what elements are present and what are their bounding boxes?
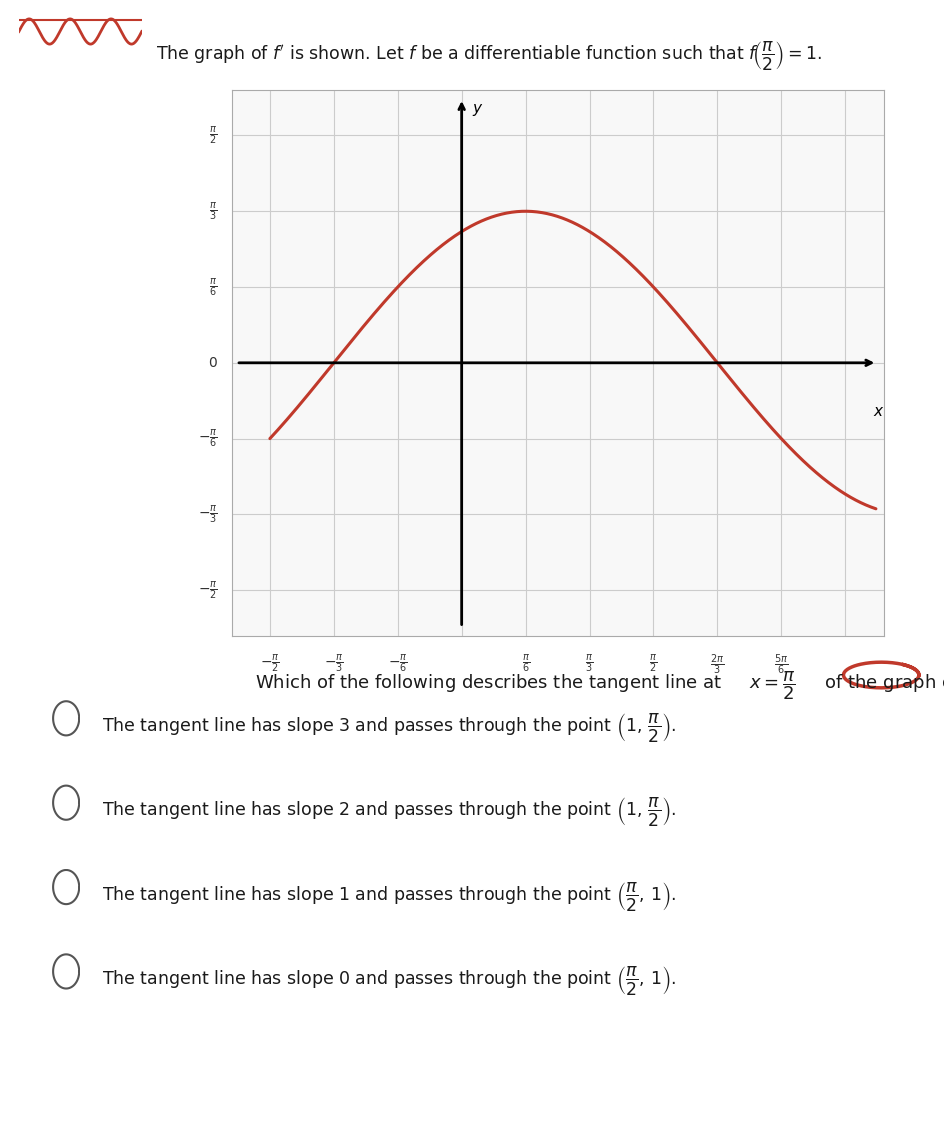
Text: $\frac{2\pi}{3}$: $\frac{2\pi}{3}$ (710, 652, 724, 677)
Text: $\frac{5\pi}{6}$: $\frac{5\pi}{6}$ (773, 652, 787, 677)
Text: $\frac{\pi}{3}$: $\frac{\pi}{3}$ (584, 652, 593, 674)
Text: $\frac{\pi}{6}$: $\frac{\pi}{6}$ (209, 276, 217, 298)
Text: $\frac{\pi}{3}$: $\frac{\pi}{3}$ (209, 200, 217, 222)
Text: $\frac{\pi}{2}$: $\frac{\pi}{2}$ (209, 125, 217, 146)
Text: $-\frac{\pi}{3}$: $-\frac{\pi}{3}$ (197, 504, 217, 525)
Text: The graph of $f'$ is shown. Let $f$ be a differentiable function such that $f\!\: The graph of $f'$ is shown. Let $f$ be a… (156, 39, 821, 72)
Text: The tangent line has slope 3 and passes through the point $\left(1,\,\dfrac{\pi}: The tangent line has slope 3 and passes … (102, 711, 676, 744)
Text: Which of the following describes the tangent line at     $x = \dfrac{\pi}{2}$   : Which of the following describes the tan… (255, 669, 944, 702)
Text: y: y (472, 101, 480, 116)
Text: $-\frac{\pi}{6}$: $-\frac{\pi}{6}$ (387, 652, 407, 674)
Text: x: x (872, 404, 881, 420)
Text: $\frac{\pi}{2}$: $\frac{\pi}{2}$ (649, 652, 657, 674)
Text: $-\frac{\pi}{2}$: $-\frac{\pi}{2}$ (197, 579, 217, 601)
Text: $0$: $0$ (208, 356, 217, 370)
Text: The tangent line has slope 0 and passes through the point $\left(\dfrac{\pi}{2},: The tangent line has slope 0 and passes … (102, 964, 676, 997)
Text: The tangent line has slope 1 and passes through the point $\left(\dfrac{\pi}{2},: The tangent line has slope 1 and passes … (102, 880, 676, 912)
Text: $-\frac{\pi}{2}$: $-\frac{\pi}{2}$ (260, 652, 279, 674)
Text: The tangent line has slope 2 and passes through the point $\left(1,\,\dfrac{\pi}: The tangent line has slope 2 and passes … (102, 795, 676, 828)
Text: $-\frac{\pi}{6}$: $-\frac{\pi}{6}$ (197, 428, 217, 450)
Text: $-\frac{\pi}{3}$: $-\frac{\pi}{3}$ (324, 652, 344, 674)
Text: $\frac{\pi}{6}$: $\frac{\pi}{6}$ (521, 652, 530, 674)
